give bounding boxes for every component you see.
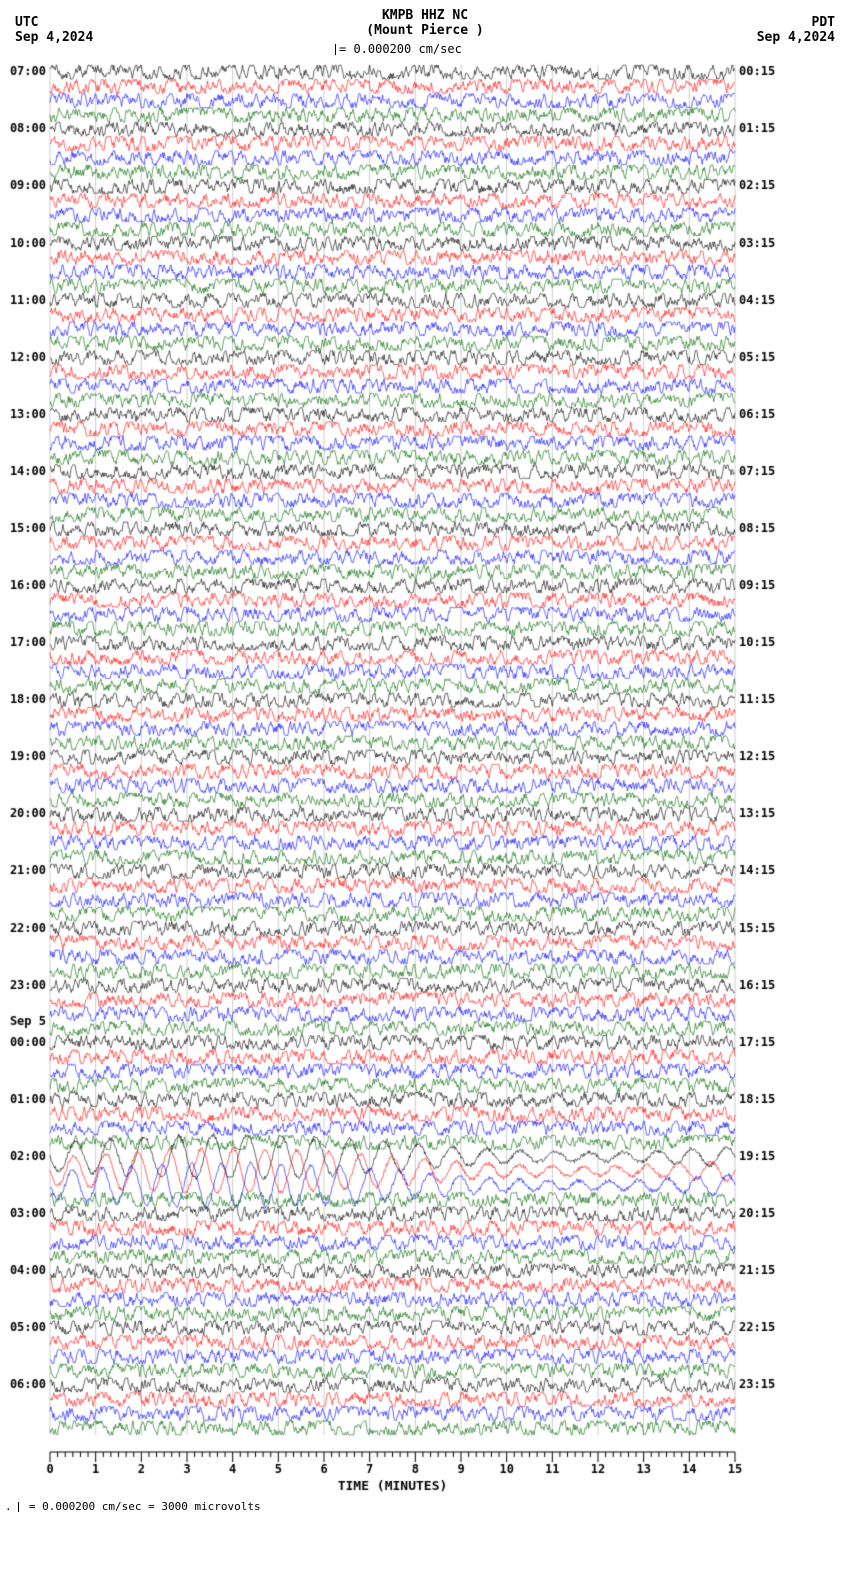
scale-bar-icon — [335, 44, 336, 56]
header-right: PDT Sep 4,2024 — [757, 15, 835, 45]
x-axis-canvas — [0, 1450, 850, 1495]
utc-date-label: Sep 4,2024 — [15, 30, 93, 45]
scale-info: = 0.000200 cm/sec — [335, 42, 462, 56]
seismogram-canvas — [0, 55, 850, 1450]
station-label: KMPB HHZ NC — [366, 8, 483, 23]
location-label: (Mount Pierce ) — [366, 23, 483, 38]
x-axis-area — [0, 1450, 850, 1495]
footer-text: = 0.000200 cm/sec = 3000 microvolts — [29, 1500, 261, 1513]
utc-tz-label: UTC — [15, 15, 93, 30]
header-left: UTC Sep 4,2024 — [15, 15, 93, 45]
footer-scale-bar-icon — [18, 1502, 19, 1512]
pdt-tz-label: PDT — [757, 15, 835, 30]
plot-area — [0, 55, 850, 1450]
header: UTC Sep 4,2024 KMPB HHZ NC (Mount Pierce… — [0, 0, 850, 55]
scale-text: = 0.000200 cm/sec — [339, 42, 462, 56]
footer-scale-marker: . — [5, 1500, 12, 1513]
footer: . = 0.000200 cm/sec = 3000 microvolts — [0, 1495, 850, 1513]
header-center: KMPB HHZ NC (Mount Pierce ) — [366, 8, 483, 38]
pdt-date-label: Sep 4,2024 — [757, 30, 835, 45]
